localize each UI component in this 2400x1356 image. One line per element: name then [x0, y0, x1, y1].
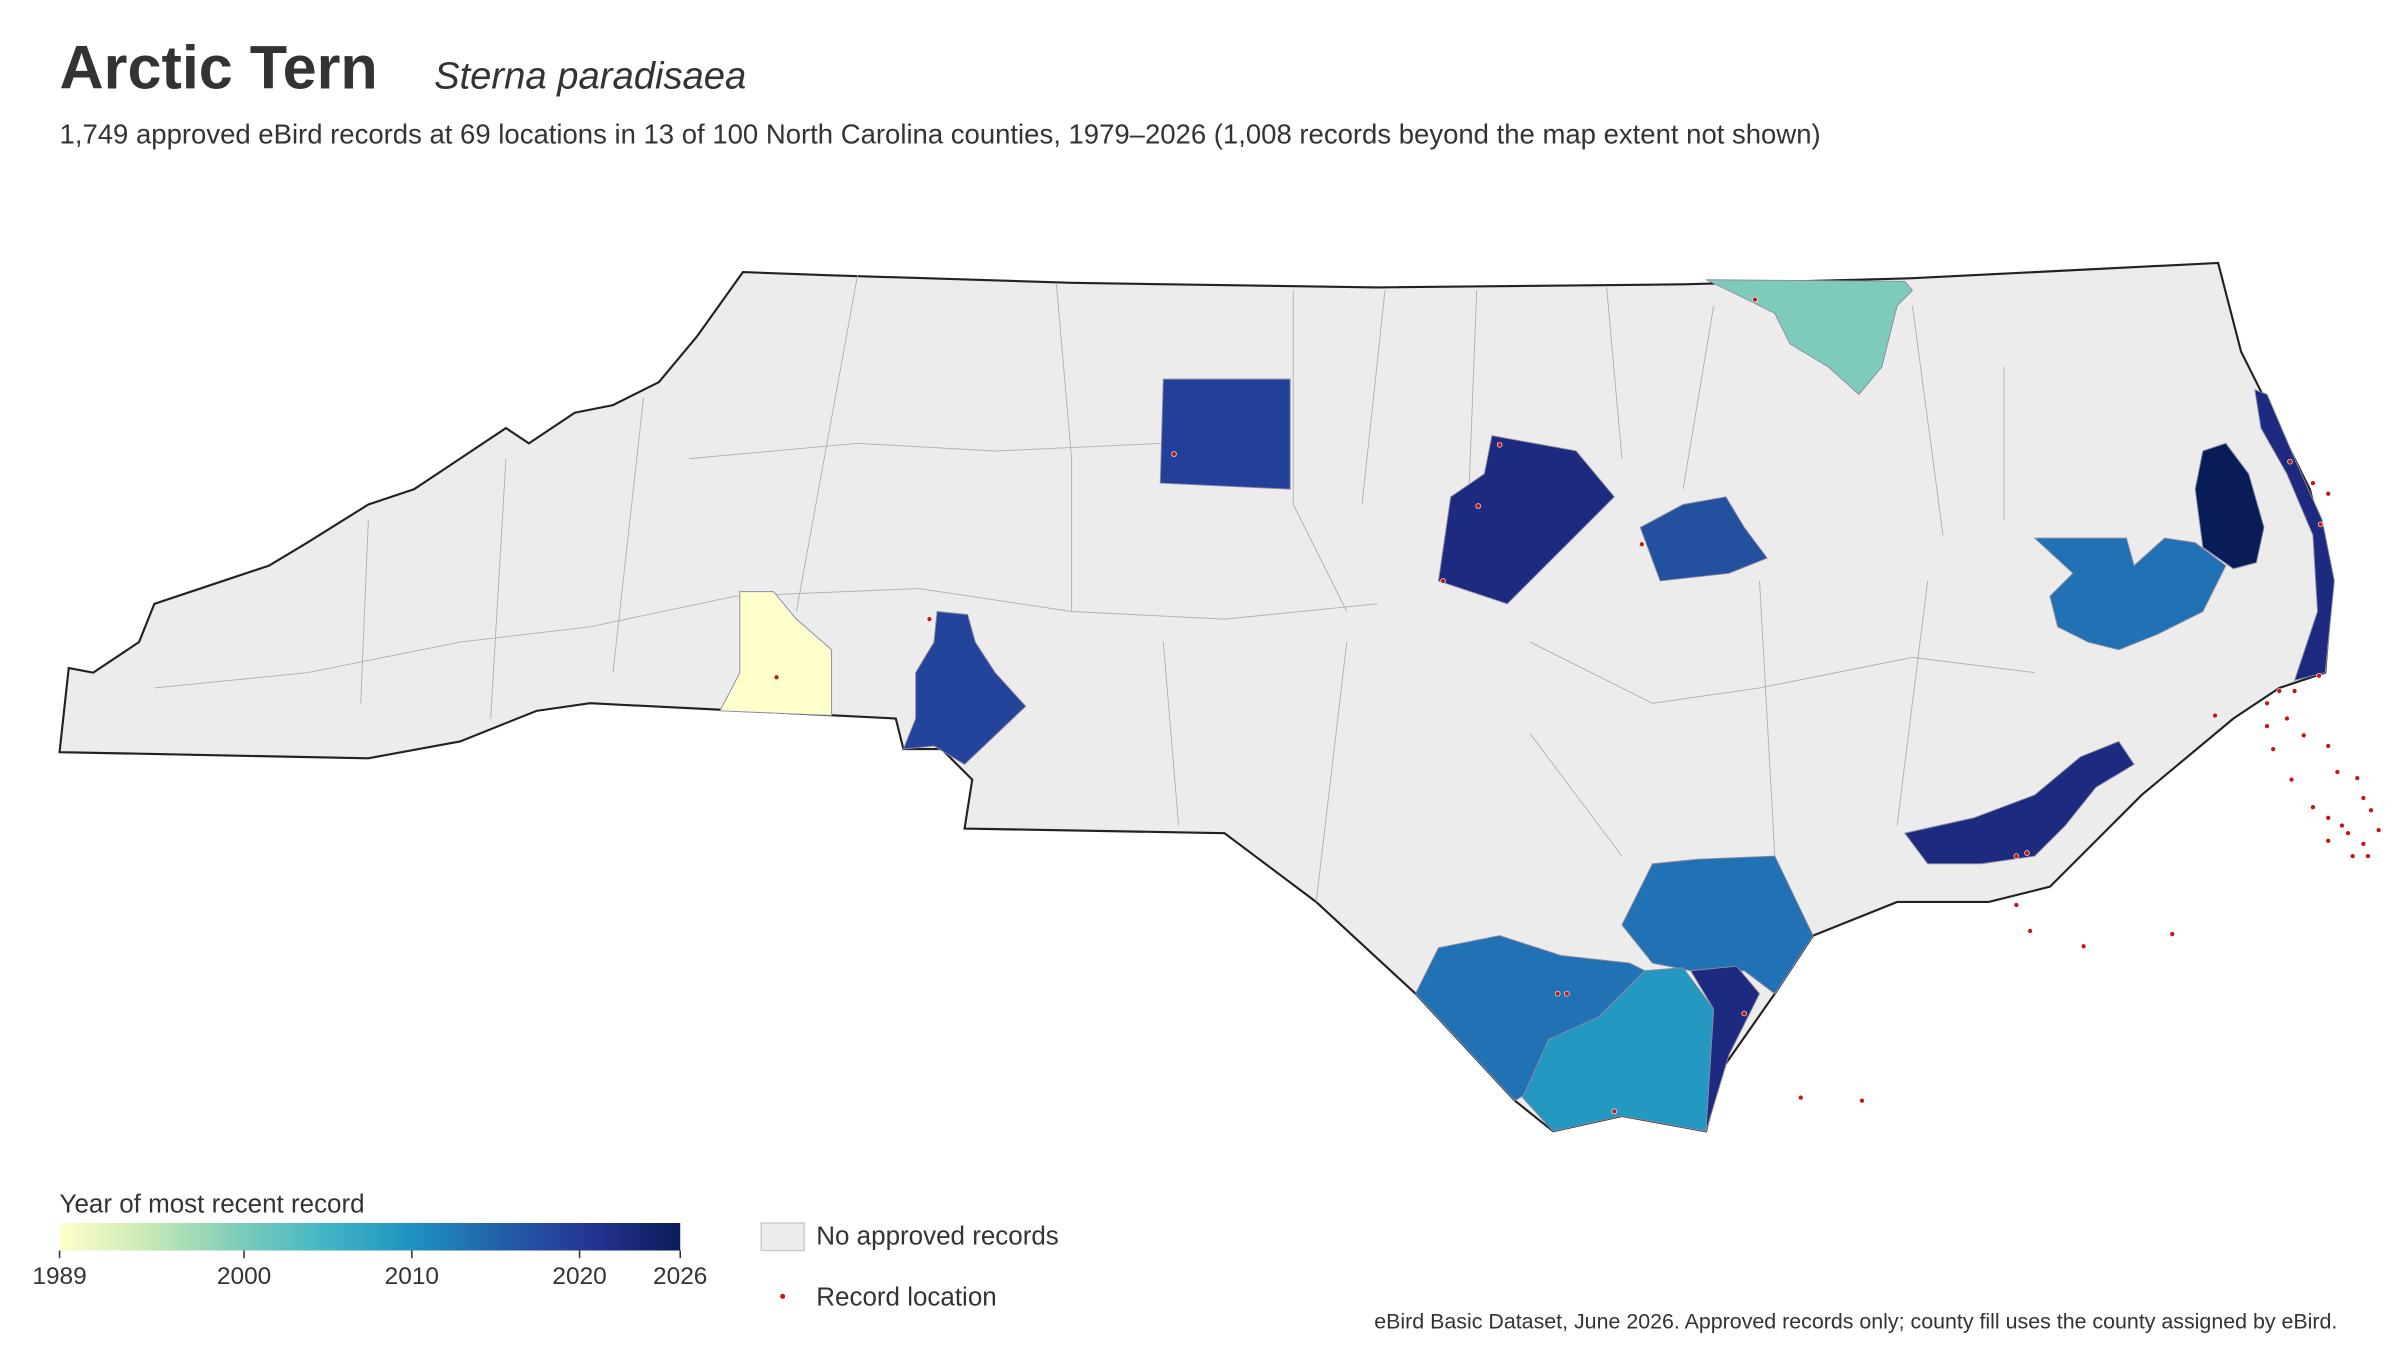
legend-title: Year of most recent record [60, 1188, 365, 1218]
record-dot [1564, 990, 1570, 997]
county [1705, 279, 1914, 396]
colorbar-tick-label: 2020 [552, 1263, 606, 1290]
county [719, 591, 833, 716]
record-dot [2360, 841, 2367, 847]
colorbar-ticks: 1989 2000 2010 2020 2026 [32, 1250, 707, 1290]
subtitle: 1,749 approved eBird records at 69 locat… [60, 119, 1821, 150]
record-dot [926, 616, 933, 622]
record-dot [1611, 1108, 1618, 1115]
record-dot [2288, 776, 2295, 783]
county-lines [154, 275, 2035, 903]
no-data-swatch [760, 1222, 805, 1252]
record-dot [2301, 732, 2307, 739]
county [1159, 378, 1291, 490]
colorbar-tick-label: 2026 [653, 1263, 707, 1290]
record-dot [2334, 769, 2341, 775]
record-dots [773, 296, 2382, 1115]
record-dot [2310, 480, 2316, 486]
record-dot [2317, 521, 2324, 528]
colorbar [59, 1222, 681, 1251]
record-dot [2169, 931, 2176, 937]
record-label: Record location [816, 1282, 996, 1312]
record-dot [773, 674, 780, 680]
record-dot [2264, 723, 2270, 729]
record-dot [2276, 688, 2283, 694]
record-dot [2365, 853, 2371, 859]
title: Arctic Tern [60, 34, 378, 102]
record-dot [2375, 827, 2382, 833]
record-dot [2013, 853, 2020, 859]
county [2033, 537, 2227, 651]
no-data-label: No approved records [816, 1220, 1059, 1250]
record-dot [2270, 746, 2276, 752]
record-dot [2349, 853, 2356, 859]
county [1621, 855, 1814, 995]
record-swatch [780, 1293, 786, 1299]
record-dot [2325, 491, 2331, 497]
county [1903, 740, 2135, 865]
record-dot [2325, 838, 2331, 844]
county [902, 610, 1027, 765]
footer: eBird Basic Dataset, June 2026. Approved… [1374, 1309, 2337, 1333]
county [1522, 967, 1715, 1132]
record-dot [2325, 815, 2331, 821]
record-dot [1639, 541, 1645, 547]
colorbar-tick-label: 2000 [217, 1263, 271, 1290]
record-dot [2360, 795, 2367, 801]
record-dot [2027, 928, 2033, 934]
map [58, 261, 2382, 1133]
record-dot [2024, 850, 2030, 856]
record-dot [2080, 943, 2087, 950]
record-dot [2345, 830, 2351, 836]
record-dot [2264, 700, 2270, 706]
record-dot [2354, 775, 2361, 781]
county [1639, 496, 1768, 582]
record-dot [2287, 458, 2293, 465]
record-dot [2368, 807, 2374, 813]
record-dot [2339, 822, 2345, 829]
record-dot [1171, 451, 1177, 457]
county [1689, 965, 1761, 1132]
record-dot [1798, 1094, 1804, 1101]
record-dot [2310, 804, 2316, 810]
record-dot [2212, 712, 2218, 719]
record-dot [2291, 688, 2298, 694]
record-dot [1741, 1010, 1747, 1017]
record-dot [2284, 715, 2290, 722]
record-dot [2325, 743, 2331, 749]
record-dot [1752, 296, 1758, 303]
record-dot [1496, 442, 1503, 448]
record-dot [2013, 902, 2020, 908]
record-dot [1475, 503, 1481, 509]
colorbar-tick-label: 1989 [32, 1263, 86, 1290]
county [1437, 435, 1615, 605]
colorbar-tick-label: 2010 [385, 1263, 439, 1290]
record-dot [2316, 672, 2322, 679]
record-dot [1554, 990, 1561, 997]
county [2254, 389, 2335, 681]
county [2194, 442, 2265, 570]
record-dot [1440, 578, 1446, 584]
record-dot [1859, 1097, 1865, 1104]
scientific-name: Sterna paradisaea [434, 55, 746, 98]
